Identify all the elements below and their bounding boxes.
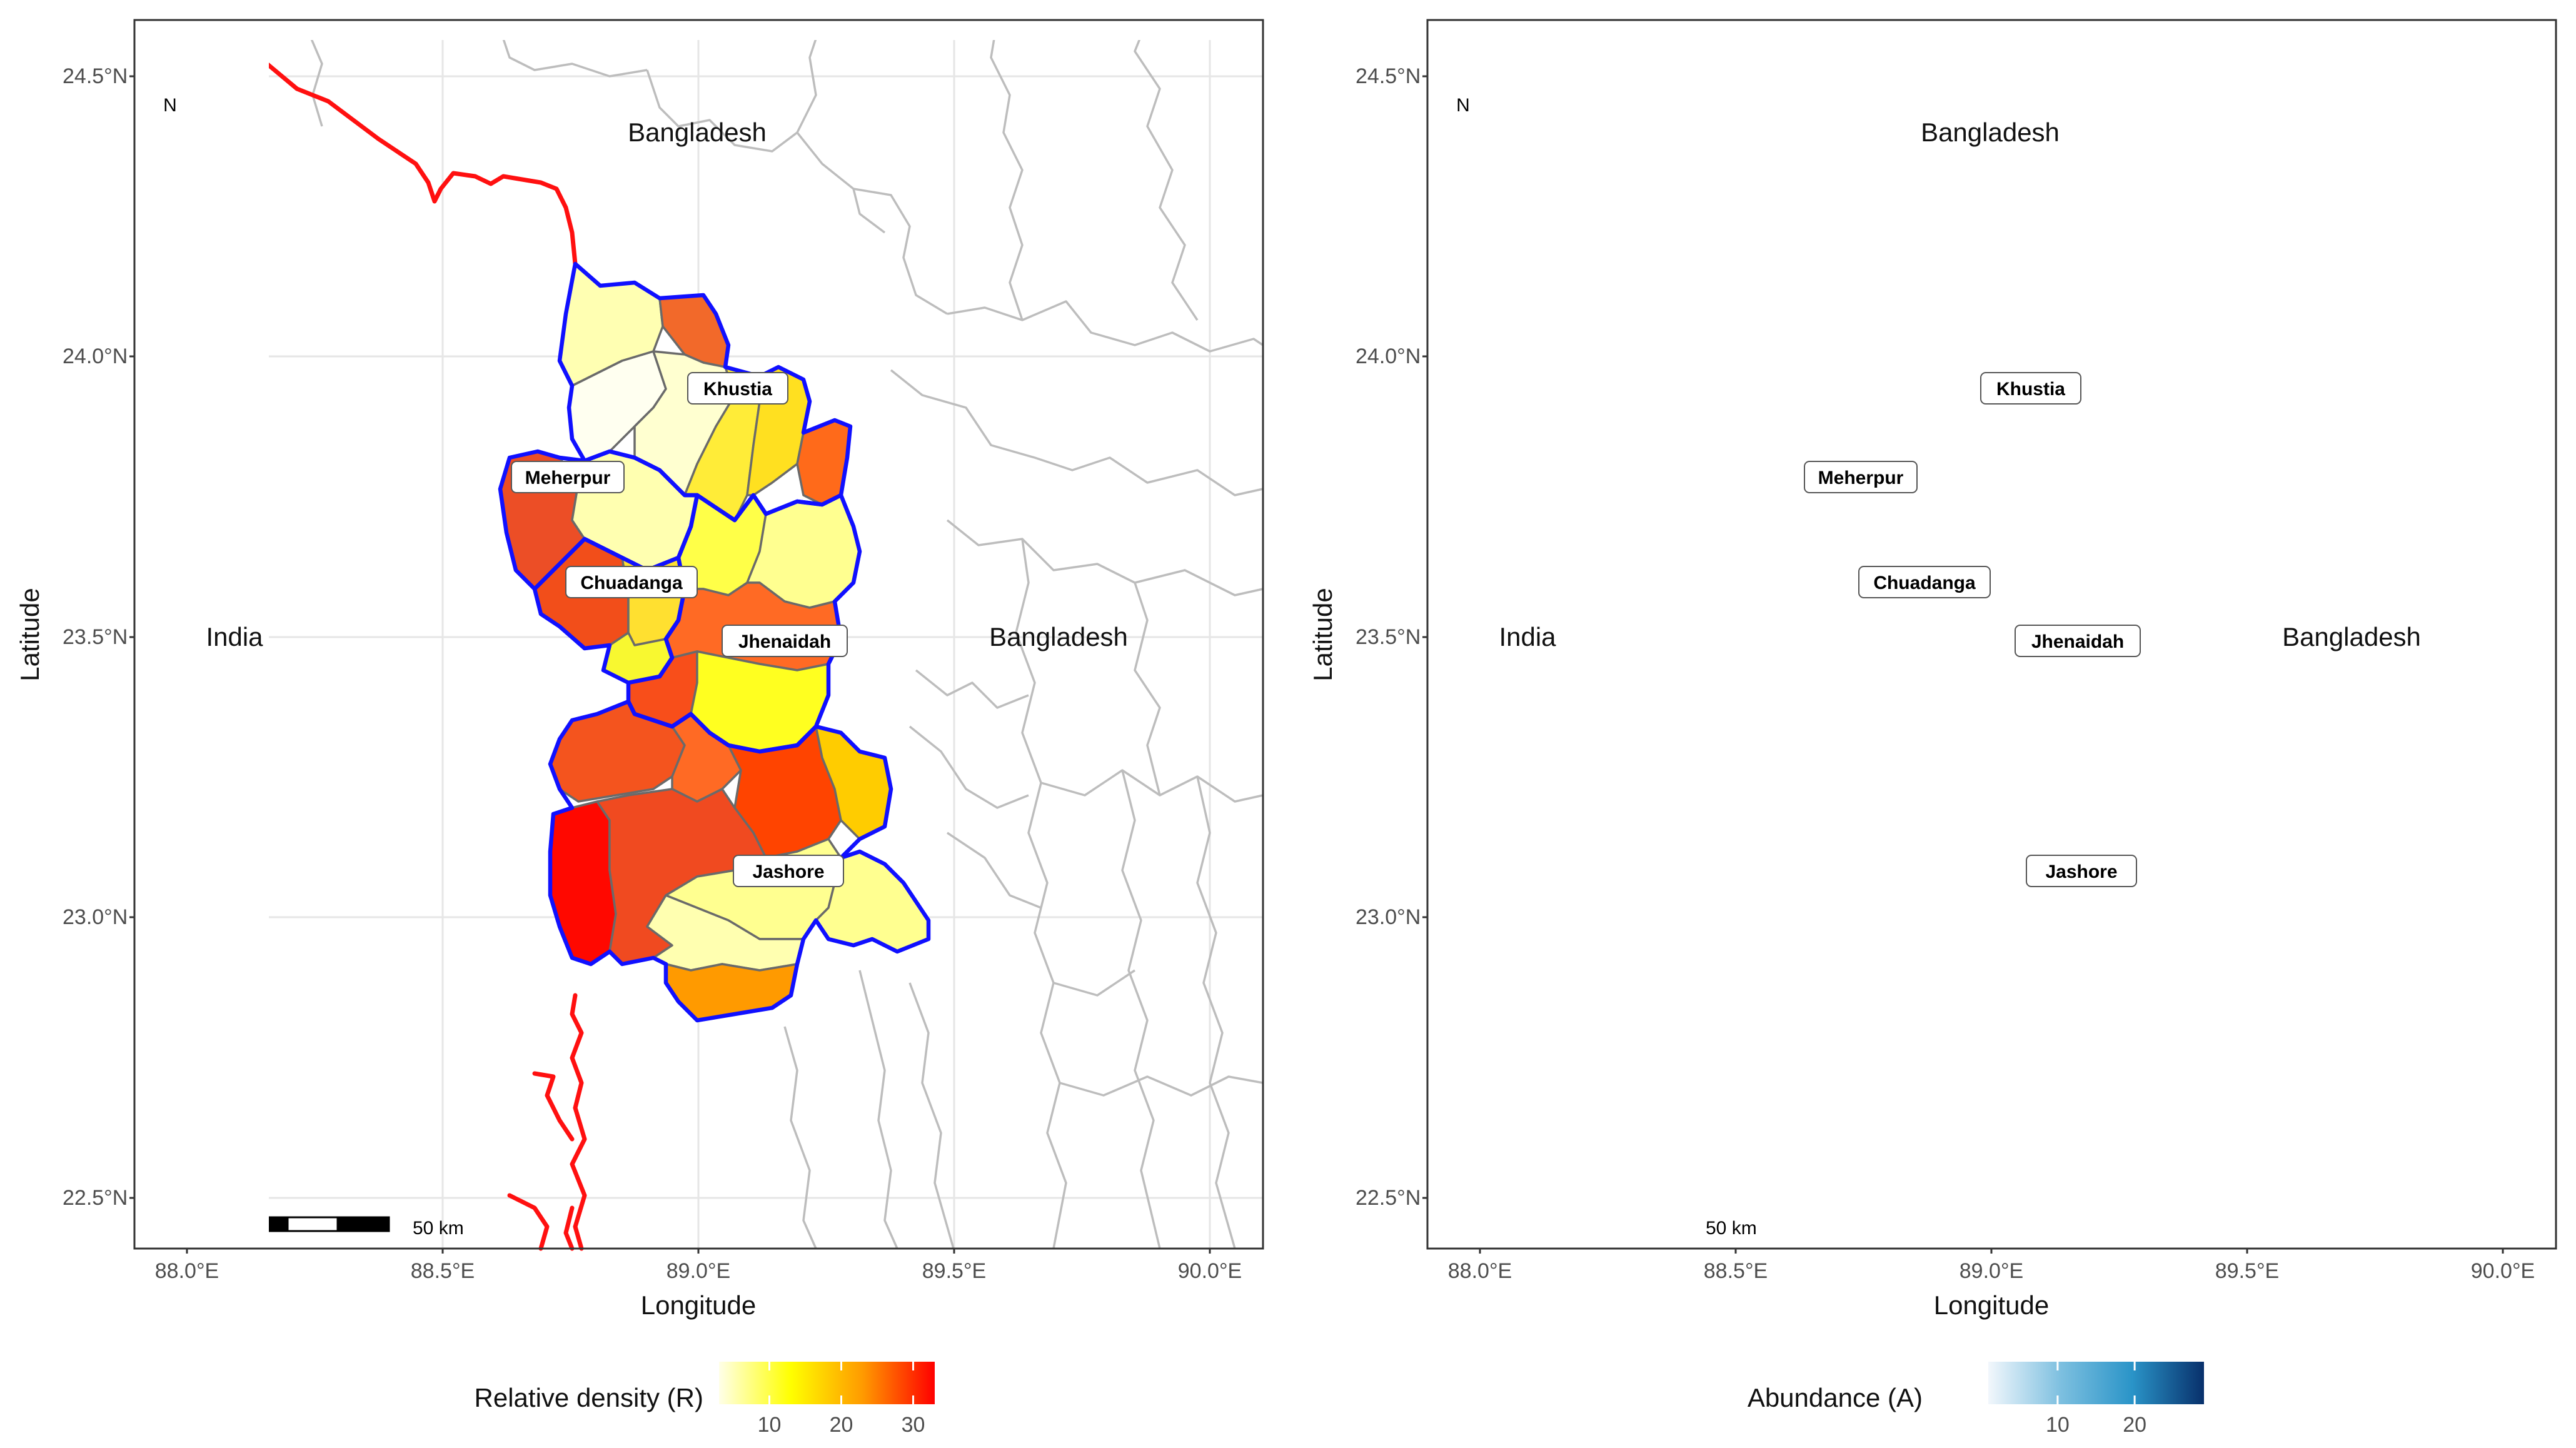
scale-bar-label-right: 50 km (1706, 1218, 1757, 1239)
y-axis-label-right: Latitude (1308, 588, 1337, 681)
y-tick-right-24_0: 24.0°N (1356, 344, 1421, 368)
x-tick-right-88_0: 88.0°E (1448, 1259, 1512, 1283)
legend-tick-label: 20 (830, 1413, 853, 1437)
district-label-chuadanga-right: Chuadanga (1873, 573, 1976, 593)
y-tick-right-24_5: 24.5°N (1356, 64, 1421, 88)
x-tick-left-90_0: 90.0°E (1178, 1259, 1242, 1283)
y-tick-left-24_5: 24.5°N (63, 64, 128, 88)
country-label-bangladesh-top-right: Bangladesh (1921, 118, 2060, 147)
scale-bar-label-left: 50 km (413, 1218, 464, 1239)
legend-ticks-right: 10 20 (2046, 1362, 2146, 1437)
district-unit-jhenaidah-sw (1921, 651, 1990, 727)
district-unit-khustia-nw (1853, 264, 1956, 386)
legend-tick-label: 10 (2046, 1413, 2070, 1437)
legend-tick-label: 20 (2123, 1413, 2146, 1437)
north-arrow-label-right: N (1456, 95, 1470, 116)
legend-title-left: Relative density (R) (475, 1383, 703, 1412)
legend-title-right: Abundance (A) (1748, 1383, 1923, 1412)
district-unit-jashore-se (1959, 839, 2134, 939)
district-unit-jashore-e (2109, 727, 2184, 839)
district-label-meherpur-right: Meherpur (1818, 468, 1904, 488)
legend-colorbar-right (1988, 1362, 2204, 1404)
y-tick-left-23_0: 23.0°N (63, 905, 128, 929)
x-tick-left-89_5: 89.5°E (922, 1259, 986, 1283)
district-unit-jashore-w (1843, 802, 1909, 964)
district-unit-jashore-ne (2021, 727, 2134, 858)
district-label-meherpur-left: Meherpur (525, 468, 611, 488)
x-tick-left-89_0: 89.0°E (667, 1259, 730, 1283)
map-panel-left: 24.5°N 24.0°N 23.5°N 23.0°N 22.5°N 88.0°… (15, 19, 1264, 1437)
district-label-jhenaidah-right: Jhenaidah (2031, 631, 2124, 652)
district-unit-jashore-sb (1959, 964, 2090, 1020)
country-label-bangladesh-right-left: Bangladesh (989, 622, 1128, 651)
district-label-jashore-right: Jashore (2045, 862, 2117, 882)
country-label-bangladesh-top-left: Bangladesh (628, 118, 767, 147)
y-tick-right-23_0: 23.0°N (1356, 905, 1421, 929)
x-axis-label-left: Longitude (641, 1290, 757, 1320)
district-unit-jashore-s (1940, 895, 2096, 970)
legend-right: Abundance (A) 10 20 (1748, 1362, 2204, 1437)
district-unit-jhenaidah-s (1984, 651, 2121, 752)
y-tick-left-24_0: 24.0°N (63, 344, 128, 368)
district-unit-jashore-nw (1843, 701, 1978, 802)
x-tick-left-88_5: 88.5°E (411, 1259, 475, 1283)
district-unit-jhenaidah-ne (2040, 495, 2153, 608)
country-label-bangladesh-right-right: Bangladesh (2282, 622, 2421, 651)
legend-colorbar-left (719, 1362, 935, 1404)
district-label-jashore-left: Jashore (752, 862, 824, 882)
legend-tick-label: 10 (758, 1413, 782, 1437)
district-label-chuadanga-left: Chuadanga (580, 573, 683, 593)
x-tick-right-90_0: 90.0°E (2471, 1259, 2535, 1283)
y-tick-left-22_5: 22.5°N (63, 1186, 128, 1210)
legend-left: Relative density (R) 10 20 30 (475, 1362, 935, 1437)
district-unit-khustia-e3 (2090, 420, 2143, 505)
district-label-jhenaidah-left: Jhenaidah (738, 631, 831, 652)
district-label-khustia-left: Khustia (703, 379, 772, 400)
north-arrow-label-left: N (163, 95, 177, 116)
country-label-india-left: India (206, 622, 263, 651)
country-label-india-right: India (1499, 622, 1556, 651)
x-tick-right-89_0: 89.0°E (1960, 1259, 2023, 1283)
district-unit-jashore-n (1965, 714, 2034, 802)
x-tick-right-89_5: 89.5°E (2215, 1259, 2279, 1283)
y-tick-right-22_5: 22.5°N (1356, 1186, 1421, 1210)
y-tick-left-23_5: 23.5°N (63, 625, 128, 649)
district-unit-chuadanga-s (1896, 633, 1965, 683)
map-panel-right: 24.5°N 24.0°N 23.5°N 23.0°N 22.5°N 88.0°… (1308, 19, 2557, 1437)
district-label-khustia-right: Khustia (1996, 379, 2065, 400)
y-axis-label-left: Latitude (15, 588, 44, 681)
district-unit-khustia-ne (1953, 295, 2021, 367)
x-tick-right-88_5: 88.5°E (1704, 1259, 1768, 1283)
x-axis-label-right: Longitude (1934, 1290, 2050, 1320)
x-tick-left-88_0: 88.0°E (155, 1259, 219, 1283)
legend-tick-label: 30 (902, 1413, 925, 1437)
district-unit-khustia-w (1862, 351, 1959, 461)
y-tick-right-23_5: 23.5°N (1356, 625, 1421, 649)
legend-ticks-left: 10 20 30 (758, 1362, 925, 1437)
